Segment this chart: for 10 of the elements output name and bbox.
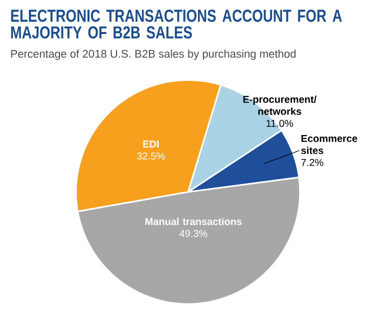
slice-label: Manual transactions xyxy=(146,218,242,226)
data-label: 7.2% xyxy=(301,158,324,166)
data-label: 32.5% xyxy=(137,152,165,160)
slice-label: EDI xyxy=(143,140,159,148)
chart-subtitle: Percentage of 2018 U.S. B2B sales by purchasing method xyxy=(11,50,296,60)
data-label: 49.3% xyxy=(180,230,208,238)
chart-title: ELECTRONIC TRANSACTIONS ACCOUNT FOR A MAJORITY OF B2B SALES xyxy=(11,10,342,39)
data-label: 11.0% xyxy=(266,120,294,127)
slice-label: Ecommerce sites xyxy=(301,135,358,154)
slice-label: E-procurement/ networks xyxy=(243,96,316,115)
